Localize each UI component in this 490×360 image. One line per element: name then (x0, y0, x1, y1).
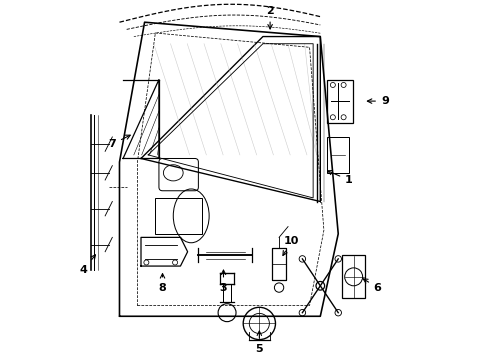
Bar (327, 80, 353, 123)
Text: 2: 2 (266, 6, 274, 29)
Text: 4: 4 (80, 255, 96, 275)
Text: 1: 1 (328, 171, 353, 185)
Text: 7: 7 (108, 135, 130, 149)
Text: 8: 8 (159, 274, 167, 293)
Text: 3: 3 (220, 270, 227, 293)
Bar (272, 248, 286, 280)
Text: 10: 10 (283, 236, 299, 256)
Text: 9: 9 (368, 96, 389, 106)
Bar (327, 137, 349, 173)
Bar (342, 255, 365, 298)
Text: 6: 6 (363, 279, 382, 293)
Text: 5: 5 (255, 331, 263, 354)
Bar (155, 198, 202, 234)
